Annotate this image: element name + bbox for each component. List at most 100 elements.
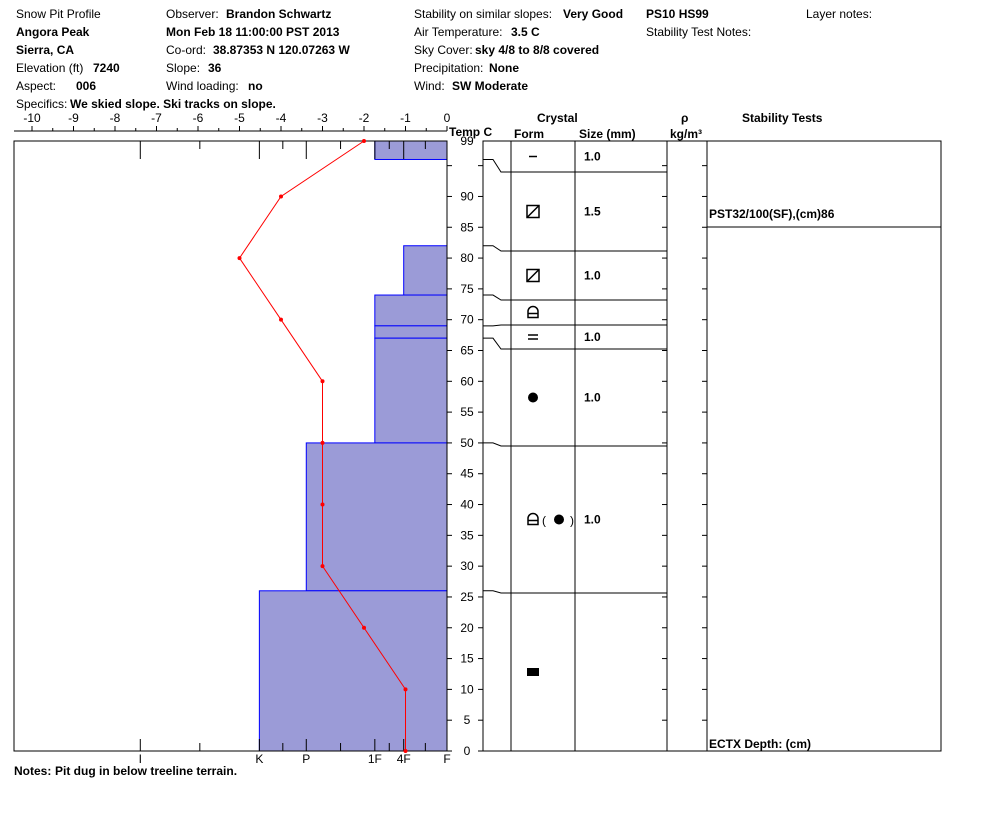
block-fill (527, 668, 539, 676)
temperature-point (320, 440, 325, 445)
crystal-form-cup-icon (527, 512, 539, 526)
height-tick-label: 25 (460, 590, 474, 604)
hardness-tick-label: P (302, 752, 310, 766)
temperature-tick-label: -8 (110, 111, 121, 125)
layer-connector (483, 337, 511, 350)
crystal-size-value: 1.0 (584, 269, 601, 283)
aspect-label: Aspect: (16, 79, 57, 93)
temp-column-header: Temp C (449, 125, 493, 139)
height-tick-label: 50 (460, 436, 474, 450)
height-tick-label: 65 (460, 343, 474, 357)
observer-label: Observer: (166, 7, 219, 21)
location: Angora Peak (16, 25, 90, 39)
hardness-bar (258, 590, 448, 752)
wind-value: SW Moderate (452, 79, 529, 93)
wind-loading-value: no (248, 79, 263, 93)
crystal-size-value: 1.0 (584, 513, 601, 527)
slope-value: 36 (208, 61, 222, 75)
hardness-tick-label: 4F (397, 752, 411, 766)
crystal-size-value: 1.0 (584, 150, 601, 164)
observer-value: Brandon Schwartz (226, 7, 332, 21)
temperature-tick-label: -10 (23, 111, 41, 125)
temperature-point (362, 625, 366, 630)
stability-test-result: ECTX Depth: (cm) (709, 737, 811, 751)
height-tick-label: 5 (464, 713, 471, 727)
elevation-value: 7240 (93, 61, 120, 75)
hardness-tick-label: K (255, 752, 263, 766)
height-tick-label: 70 (460, 313, 474, 327)
cup-outline (527, 512, 539, 526)
paren-open: ( (542, 514, 546, 528)
notes-label: Notes: (14, 764, 52, 778)
height-tick-label: 15 (460, 652, 474, 666)
box-outline (526, 204, 540, 219)
hardness-bar (374, 337, 448, 444)
temperature-point (279, 317, 283, 322)
layer-connector (483, 442, 511, 447)
region: Sierra, CA (16, 43, 75, 57)
temperature-point (237, 256, 242, 261)
wind-loading-label: Wind loading: (166, 79, 239, 93)
temperature-tick-label: -3 (317, 111, 328, 125)
size-header: Size (mm) (579, 127, 636, 141)
stability-tests-header: Stability Tests (742, 111, 823, 125)
slope-label: Slope: (166, 61, 201, 75)
crystal-form-block-icon (527, 668, 539, 676)
hardness-tick-label: 1F (368, 752, 382, 766)
height-tick-label: 45 (460, 467, 474, 481)
height-tick-label: 20 (460, 621, 474, 635)
box-outline (526, 268, 540, 283)
notes-value: Pit dug in below treeline terrain. (55, 764, 238, 778)
specifics-value: We skied slope. Ski tracks on slope. (70, 97, 276, 111)
wind-label: Wind: (414, 79, 445, 93)
height-tick-label: 55 (460, 405, 474, 419)
box-slash-stroke (526, 204, 540, 219)
temperature-tick-label: -1 (400, 111, 411, 125)
height-tick-label: 0 (464, 744, 471, 758)
crystal-form-equals-icon (528, 334, 538, 340)
crystal-header: Crystal (537, 111, 578, 125)
dot-fill (554, 514, 564, 525)
temperature-point (403, 687, 408, 692)
height-tick-label: 90 (460, 189, 474, 203)
stability-value: Very Good (563, 7, 624, 21)
crystal-size-value: 1.0 (584, 330, 601, 344)
form-header: Form (514, 127, 544, 141)
hardness-bar (374, 325, 448, 339)
ps-hs: PS10 HS99 (646, 7, 709, 21)
temperature-tick-label: -4 (276, 111, 287, 125)
temperature-point (403, 749, 408, 753)
coord-value: 38.87353 N 120.07263 W (213, 43, 350, 57)
crystal-form-cup-paren-dot-icon: () (527, 512, 574, 528)
hardness-tick-label: F (443, 752, 450, 766)
layer-connector (483, 158, 511, 173)
cup-outline (527, 305, 539, 319)
elevation-label: Elevation (ft) (16, 61, 84, 75)
temperature-point (320, 564, 325, 569)
crystal-form-cup-icon (527, 305, 539, 319)
height-tick-label: 60 (460, 374, 474, 388)
height-tick-label: 30 (460, 559, 474, 573)
crystal-size-value: 1.5 (584, 205, 601, 219)
stability-label: Stability on similar slopes: (414, 7, 553, 21)
temperature-point (362, 139, 366, 143)
crystal-form-dot-icon (528, 392, 538, 403)
specifics-label: Specifics: (16, 97, 68, 111)
temperature-point (320, 502, 325, 507)
layer-connector (483, 590, 511, 594)
density-symbol: ρ (681, 111, 689, 125)
temperature-tick-label: -6 (193, 111, 204, 125)
hardness-bar (374, 140, 448, 160)
layer-connector (483, 294, 511, 301)
profile-frame (13, 140, 448, 752)
precip-value: None (489, 61, 519, 75)
box-slash-stroke (526, 268, 540, 283)
crystal-form-box-slash-icon (526, 268, 540, 283)
observation-datetime: Mon Feb 18 11:00:00 PST 2013 (166, 25, 340, 39)
height-tick-label: 99 (460, 134, 474, 148)
temperature-tick-label: -2 (359, 111, 370, 125)
hardness-bar (374, 294, 448, 327)
height-tick-label: 75 (460, 282, 474, 296)
stability-test-notes-label: Stability Test Notes: (646, 25, 752, 39)
crystal-size-value: 1.0 (584, 391, 601, 405)
